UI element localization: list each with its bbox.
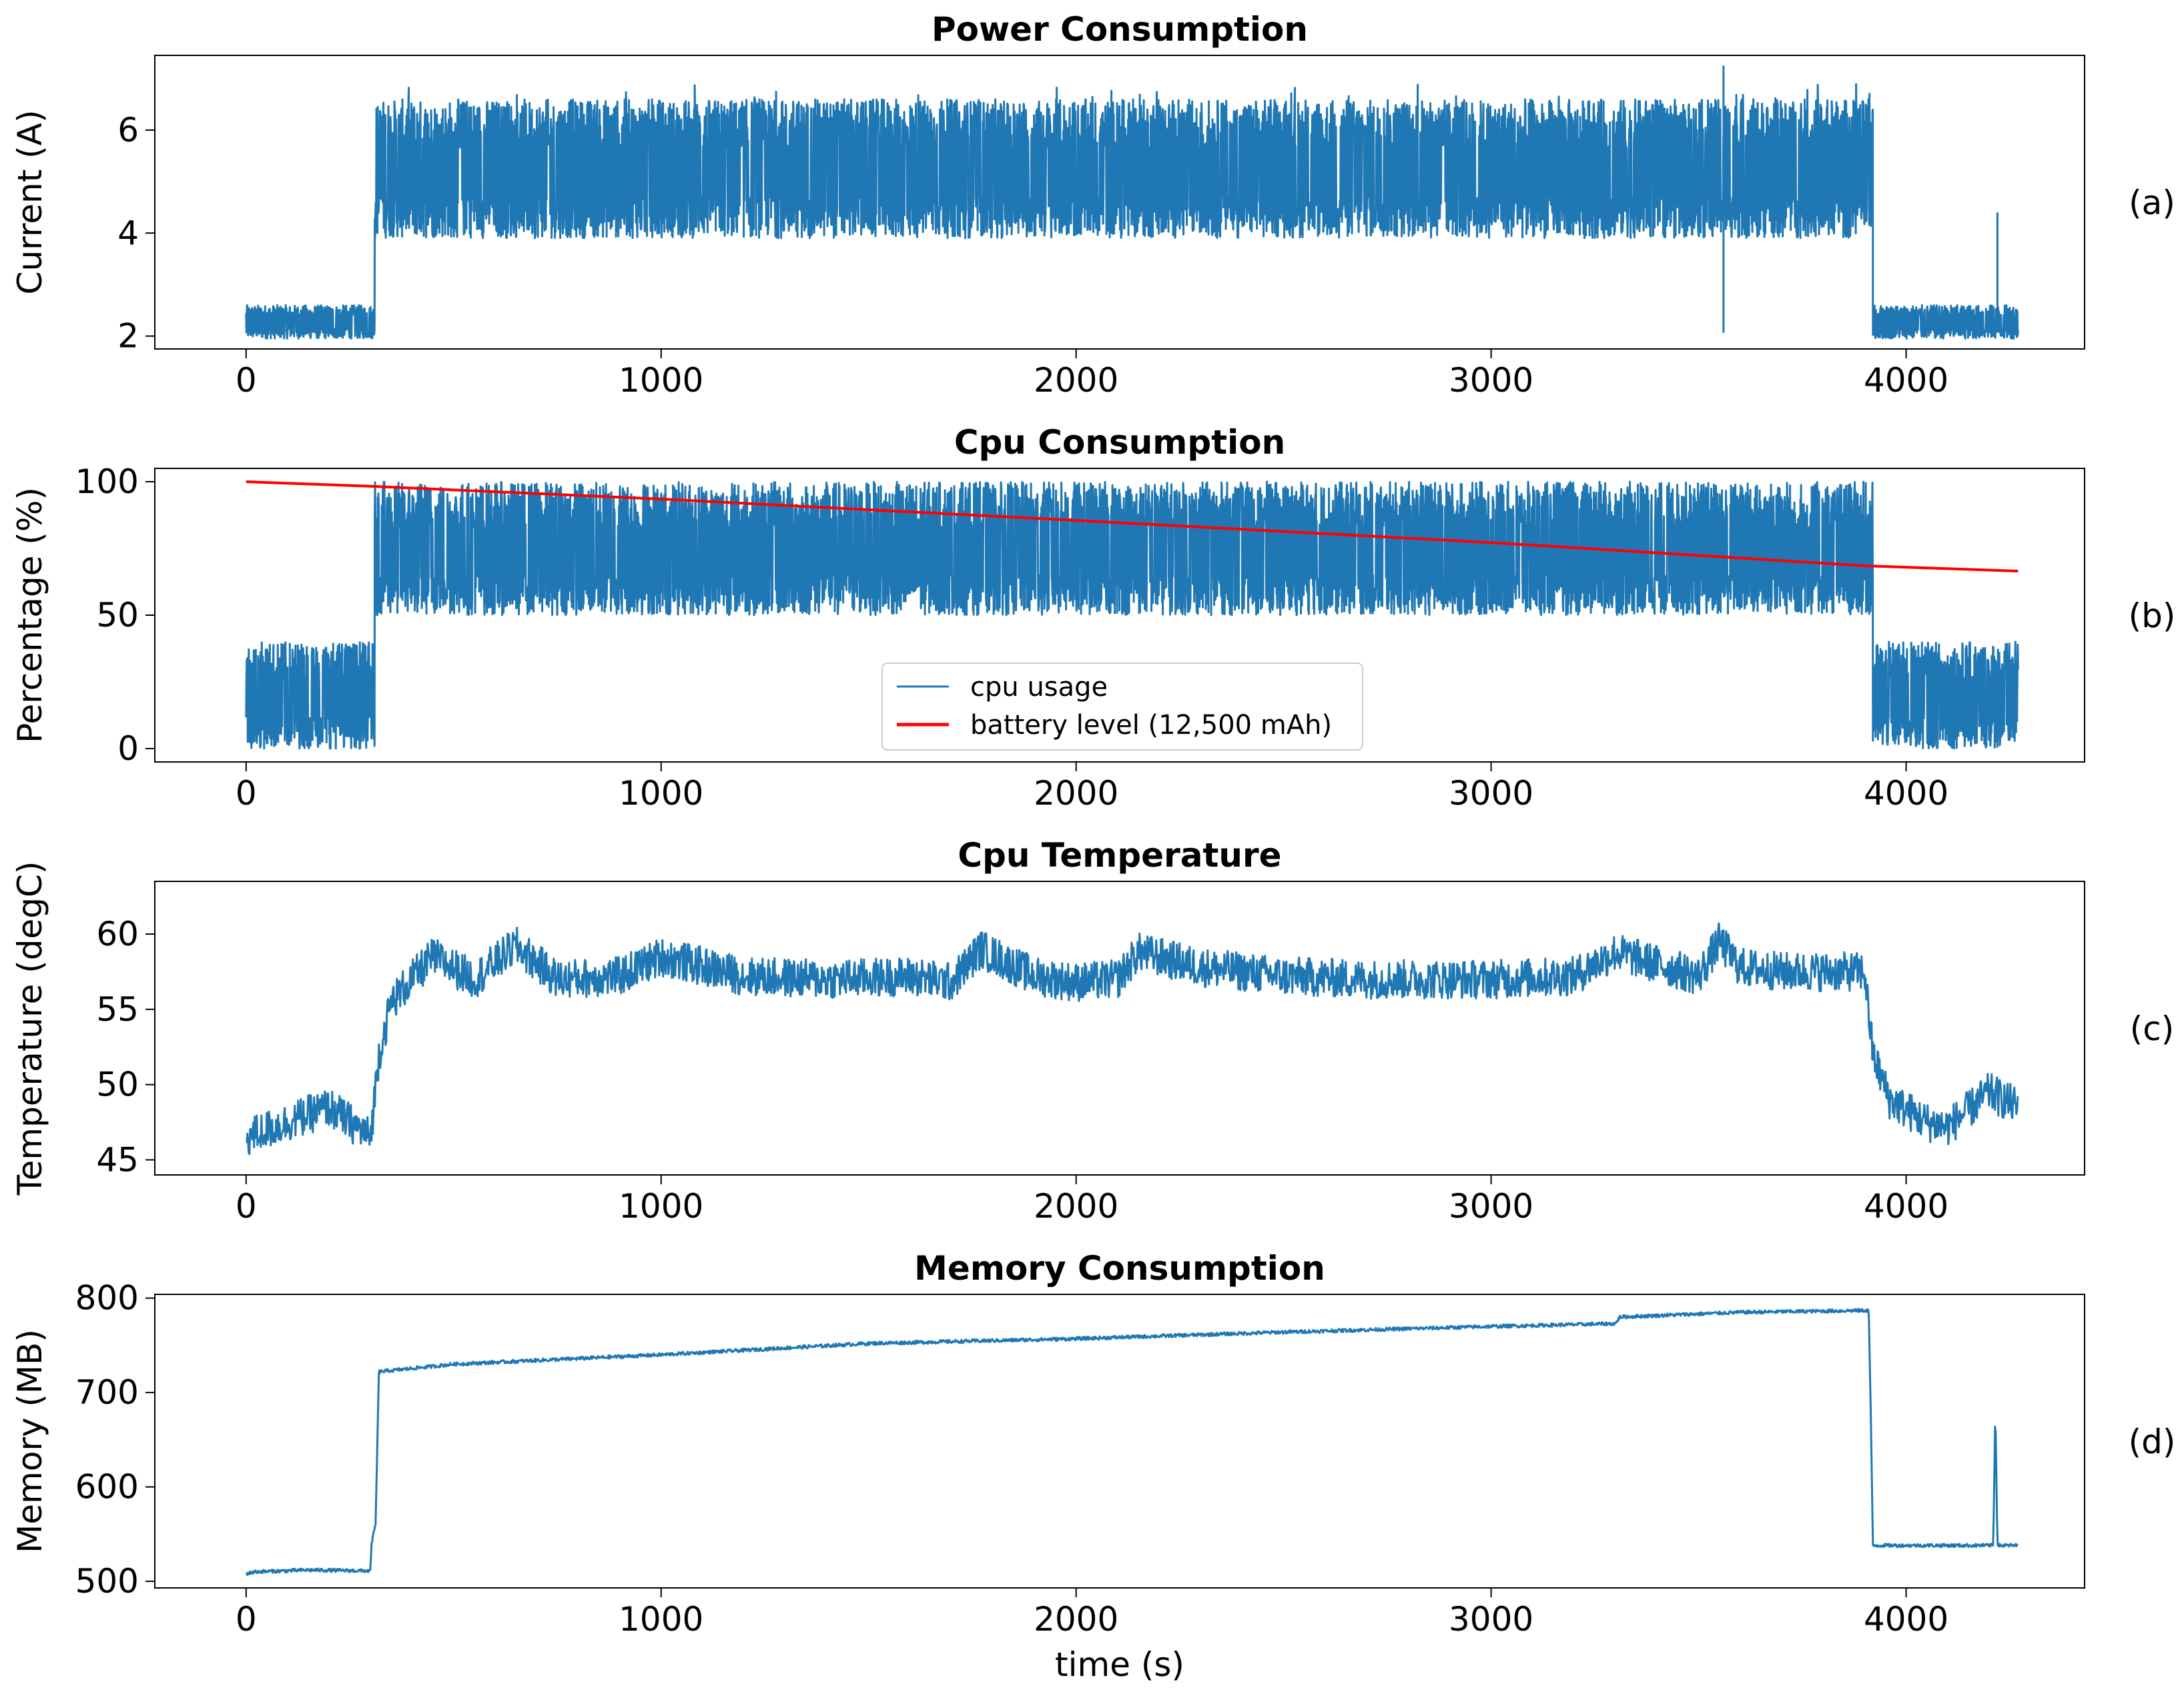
x-axis-label: time (s) bbox=[1055, 1645, 1184, 1684]
series-line-0 bbox=[246, 922, 2019, 1156]
plot-area bbox=[245, 65, 2019, 340]
chart-title: Memory Consumption bbox=[914, 1249, 1325, 1288]
y-tick-label: 2 bbox=[117, 317, 139, 356]
y-tick-label: 45 bbox=[96, 1140, 139, 1179]
x-tick-label: 0 bbox=[236, 774, 257, 813]
panel-label: (b) bbox=[2129, 596, 2176, 635]
legend-box bbox=[881, 663, 1363, 751]
plot-area bbox=[245, 480, 2019, 750]
y-tick-label: 800 bbox=[75, 1279, 139, 1318]
panel-label: (c) bbox=[2130, 1009, 2175, 1048]
x-tick-label: 2000 bbox=[1034, 361, 1118, 400]
axes-frame bbox=[154, 881, 2085, 1176]
series-line-0 bbox=[246, 1308, 2019, 1577]
panel-label: (a) bbox=[2129, 183, 2175, 222]
x-tick-label: 1000 bbox=[619, 361, 703, 400]
y-tick-label: 0 bbox=[117, 729, 139, 768]
y-tick-label: 700 bbox=[75, 1373, 139, 1412]
x-tick-label: 2000 bbox=[1034, 1600, 1118, 1639]
x-tick-label: 3000 bbox=[1449, 774, 1533, 813]
axes-frame bbox=[154, 55, 2085, 350]
y-axis-label: Temperature (degC) bbox=[11, 861, 49, 1196]
panel-a: Power Consumption (a) Current (A) 0 1000 2000… bbox=[11, 10, 2175, 400]
x-tick-label: 0 bbox=[236, 1600, 257, 1639]
axes-frame bbox=[154, 1294, 2085, 1589]
y-tick-label: 4 bbox=[117, 214, 139, 252]
series-line-0 bbox=[245, 65, 2019, 340]
x-tick-label: 1000 bbox=[619, 1187, 703, 1226]
x-tick-label: 4000 bbox=[1864, 774, 1948, 813]
x-tick-label: 4000 bbox=[1864, 1187, 1948, 1226]
y-axis-label: Percentage (%) bbox=[11, 487, 49, 743]
y-axis-label: Current (A) bbox=[11, 110, 49, 295]
panel-d: Memory Consumption (d) Memory (MB) time (s)… bbox=[11, 1249, 2175, 1684]
y-tick-label: 60 bbox=[96, 915, 139, 953]
y-tick-label: 50 bbox=[96, 596, 139, 634]
legend-label-1: battery level (12,500 mAh) bbox=[970, 710, 1332, 741]
x-tick-label: 4000 bbox=[1864, 361, 1948, 400]
chart-title: Cpu Temperature bbox=[958, 836, 1281, 875]
x-tick-label: 3000 bbox=[1449, 1600, 1533, 1639]
x-tick-label: 1000 bbox=[619, 1600, 703, 1639]
y-tick-label: 500 bbox=[75, 1562, 139, 1601]
plot-area bbox=[246, 1308, 2019, 1577]
x-tick-label: 2000 bbox=[1034, 774, 1118, 813]
legend-label-0: cpu usage bbox=[970, 672, 1108, 703]
legend: cpu usage battery level (12,500 mAh) bbox=[881, 663, 1363, 751]
x-tick-label: 0 bbox=[236, 1187, 257, 1226]
y-axis-label: Memory (MB) bbox=[11, 1329, 49, 1553]
x-tick-label: 3000 bbox=[1449, 1187, 1533, 1226]
y-tick-label: 55 bbox=[96, 990, 139, 1029]
y-tick-label: 600 bbox=[75, 1468, 139, 1507]
y-tick-label: 6 bbox=[117, 111, 139, 149]
y-tick-label: 50 bbox=[96, 1066, 139, 1104]
y-tick-label: 100 bbox=[75, 462, 139, 501]
series-line-0 bbox=[245, 480, 2019, 750]
chart-title: Power Consumption bbox=[932, 10, 1308, 49]
series-line-1 bbox=[246, 480, 2019, 572]
x-tick-label: 2000 bbox=[1034, 1187, 1118, 1226]
x-tick-label: 0 bbox=[236, 361, 257, 400]
x-tick-label: 1000 bbox=[619, 774, 703, 813]
panel-c: Cpu Temperature (c) Temperature (degC) 0 100… bbox=[11, 836, 2174, 1226]
panel-label: (d) bbox=[2129, 1422, 2176, 1461]
x-tick-label: 4000 bbox=[1864, 1600, 1948, 1639]
chart-title: Cpu Consumption bbox=[954, 423, 1285, 462]
plot-area bbox=[246, 922, 2019, 1156]
panels: Power Consumption(a)Current (A)0 1000 2000… bbox=[11, 10, 2175, 1684]
panel-b: Cpu Consumption(b)Percentage (%)0 1000 200… bbox=[11, 423, 2175, 813]
x-tick-label: 3000 bbox=[1449, 361, 1533, 400]
